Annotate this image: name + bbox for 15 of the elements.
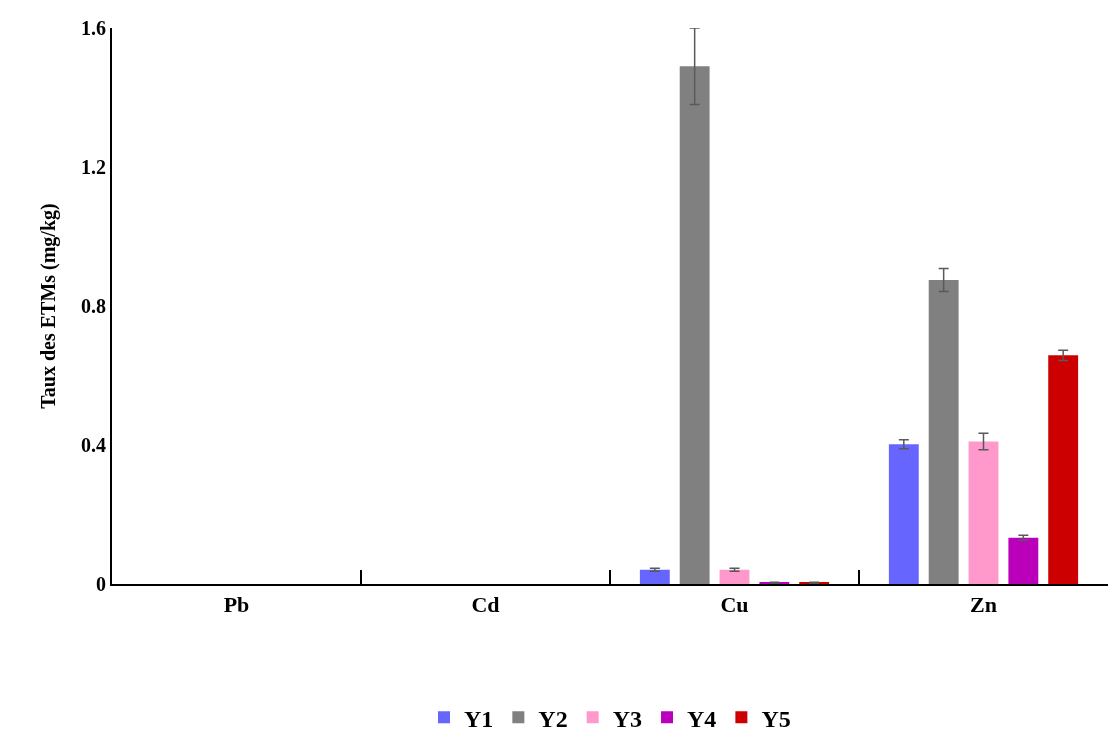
legend-label: Y3 [612,705,643,732]
y-tick-label: 0.4 [81,434,106,456]
legend-label: Y2 [538,705,568,732]
legend-label: Y5 [761,705,791,732]
y-tick-label: 0 [96,573,106,595]
y-tick-label: 1.2 [81,156,106,178]
legend-label: Y4 [687,705,717,732]
x-tick-label: Zn [970,592,997,618]
y-tick-label: 0.8 [81,295,106,317]
x-tick-label: Pb [223,592,250,618]
legend-label: Y1 [464,705,494,732]
y-axis-title: Taux des ETMs (mg/kg) [37,203,60,409]
y-tick-label: 1.6 [81,17,106,39]
x-tick-label: Cu [720,592,749,618]
x-tick-label: Cd [471,592,500,618]
